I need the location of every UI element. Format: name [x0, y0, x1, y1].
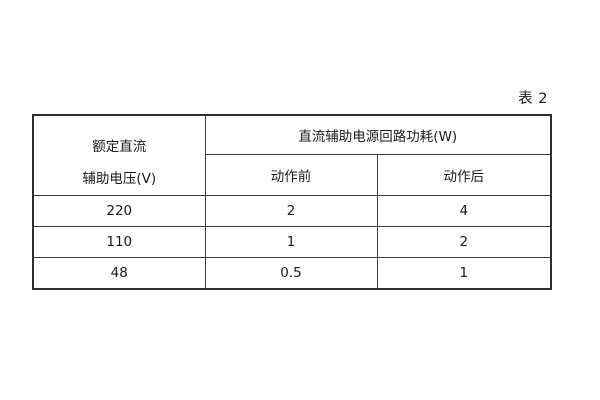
cell-before: 2 — [204, 194, 378, 227]
cell-after: 1 — [376, 256, 552, 289]
table-row: 110 1 2 — [32, 225, 552, 258]
cell-before: 1 — [204, 225, 378, 258]
cell-voltage: 220 — [32, 194, 206, 227]
cell-after: 2 — [376, 225, 552, 258]
header-cell-rated-dc-voltage: 额定直流 辅助电压(V) — [32, 114, 206, 196]
header-cell-power-consumption-group: 直流辅助电源回路功耗(W) — [204, 114, 552, 155]
header-stub-line-2: 辅助电压(V) — [82, 171, 157, 187]
cell-voltage: 110 — [32, 225, 206, 258]
cell-after: 4 — [376, 194, 552, 227]
cell-before: 0.5 — [204, 256, 378, 289]
cell-voltage: 48 — [32, 256, 206, 289]
table-row: 220 2 4 — [32, 194, 552, 227]
table-header-row-group: 额定直流 辅助电压(V) 直流辅助电源回路功耗(W) — [32, 114, 552, 196]
table-row: 48 0.5 1 — [32, 256, 552, 289]
table-subheader-row: 动作前 动作后 — [33, 153, 552, 196]
header-stub-line-1: 额定直流 — [92, 138, 147, 155]
header-cell-before-action: 动作前 — [204, 153, 378, 196]
table-block: 表 2 额定直流 辅助电压(V) 直流辅助电源回路功耗(W) — [32, 91, 553, 290]
header-cell-after-action: 动作后 — [376, 153, 552, 196]
dc-auxiliary-power-table: 额定直流 辅助电压(V) 直流辅助电源回路功耗(W) 动作前 动作后 220 2… — [32, 113, 553, 290]
table-caption: 表 2 — [518, 91, 548, 107]
